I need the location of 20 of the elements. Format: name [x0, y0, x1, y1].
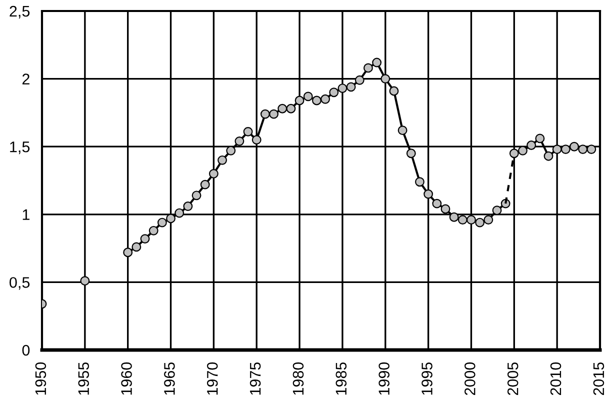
x-tick-label: 1960	[121, 362, 132, 395]
x-tick-label: 1955	[78, 362, 90, 395]
x-tick-label: 1965	[164, 362, 175, 395]
x-tick-label: 1985	[336, 362, 347, 395]
x-tick-label: 1980	[292, 362, 304, 395]
x-tick-label: 2010	[550, 362, 562, 396]
x-tick-label: 2015	[593, 362, 604, 396]
x-tick-label: 2000	[464, 362, 476, 396]
y-tick-label: 2,5	[10, 6, 30, 18]
x-tick-label: 1995	[422, 362, 432, 395]
y-tick-label: 0,5	[10, 277, 30, 290]
x-tick-label: 2005	[507, 362, 518, 396]
x-tick-label: 1990	[378, 362, 390, 395]
y-tick-label: 1	[22, 209, 30, 220]
x-tick-label: 1975	[250, 362, 261, 395]
y-tick-label: 1,5	[10, 142, 30, 154]
y-tick-label: 0	[22, 344, 30, 356]
y-tick-label: 2	[22, 74, 30, 84]
x-tick-label: 1970	[206, 362, 218, 395]
x-tick-label: 1950	[35, 362, 46, 395]
